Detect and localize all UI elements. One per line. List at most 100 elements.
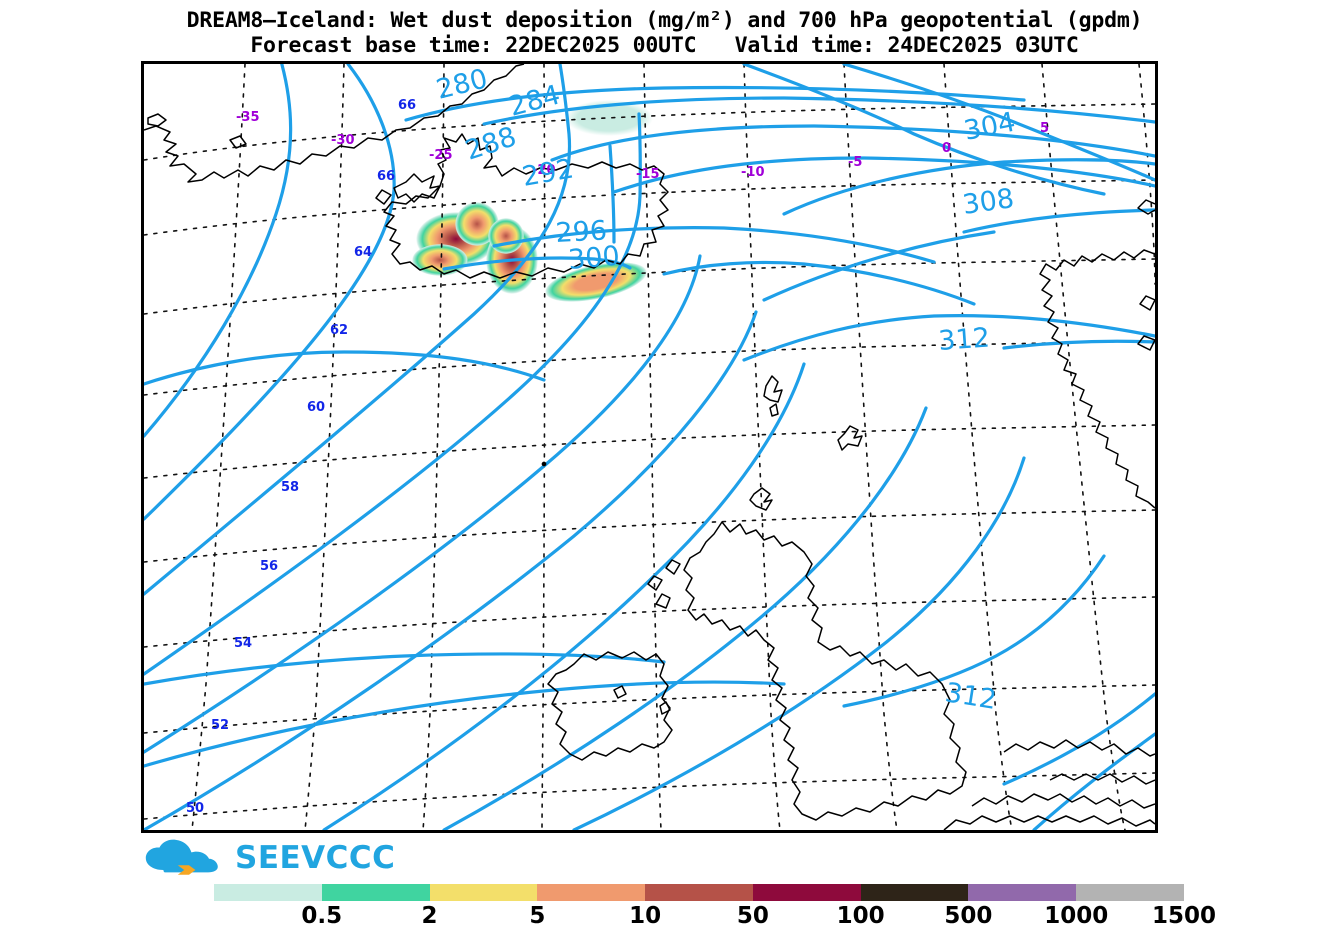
geopotential-contours [144,64,1155,830]
colorbar-segment-2 [429,884,538,901]
latitude-label-9: 50 [186,801,204,816]
colorbar-tick-labels: 0.5 2 5 10 50 100 500 1000 1500 [214,901,1216,931]
contour-308-left [572,456,1026,830]
greenland-coastline [144,64,525,183]
norway-island-1 [1139,295,1155,311]
colorbar-segment-3 [537,884,646,901]
shetland-south [769,403,779,417]
contour-300-right [842,64,1155,182]
geopotential-label-4: 296 [555,215,608,249]
contour-316 [1002,692,1155,786]
colorbar-label-8: 1500 [1151,903,1217,929]
colorbar-segment-4 [645,884,753,901]
contour-296-left [144,310,758,830]
contour-280 [144,64,396,521]
contour-300-ne [742,64,1106,196]
longitude-label-7: 0 [942,141,951,156]
greenland-island-2 [229,135,247,149]
greenland-island [147,113,167,127]
deposition-cluster-west-lobe [455,202,499,246]
cloud-arrow-logo-icon [145,839,218,875]
longitude-label-8: 5 [1040,121,1049,136]
longitude-label-2: -25 [429,148,453,163]
contour-296-branch [608,144,616,244]
geopotential-label-7: 308 [961,183,1016,221]
page-title: DREAM8—Iceland: Wet dust deposition (mg/… [186,8,1143,33]
colorbar-segment-1 [321,884,430,901]
belgium-netherlands-coast [1049,773,1155,785]
france-coast [943,815,1155,830]
colorbar-label-4: 50 [736,903,769,929]
colorbar-swatches [214,884,1185,901]
map-panel: 66 66 64 62 60 58 56 54 52 50 -35 -30 -25 -20 -15 -10-… [141,61,1158,833]
hebrides-island-1 [665,559,681,575]
forecast-time-subtitle: Forecast base time: 22DEC2025 00UTC Vali… [250,33,1079,58]
contour-312-upper [742,314,1155,362]
contour-308-nw [144,350,546,386]
deposition-cluster-east [545,262,647,302]
colorbar-label-6: 500 [944,903,993,929]
colorbar-label-1: 2 [421,903,438,929]
deposition-cluster-central-north [488,218,524,254]
contour-304-left [442,406,928,830]
norway-north-island [1137,199,1155,215]
latitude-labels-group: 66 66 64 62 60 58 56 54 52 50 [186,98,416,816]
geopotential-label-5: 300 [567,241,621,276]
contour-316-corner [1032,732,1155,830]
isle-of-man [659,701,671,715]
contour-308-right [962,208,1155,234]
colorbar-label-2: 5 [529,903,546,929]
contour-296-seg [492,226,936,264]
longitude-label-0: -35 [236,110,260,125]
latitude-label-1: 66 [377,169,395,184]
latitude-label-5: 58 [281,480,299,495]
colorbar: 0.5 2 5 10 50 100 500 1000 1500 [214,884,1216,931]
hebrides-island-3 [655,593,671,609]
contour-312-lower [842,554,1106,708]
iceland-coastline [383,133,669,279]
coastlines [144,64,1155,830]
iceland-west-cape [375,189,392,205]
contour-280-upper [404,85,1026,122]
contour-304-lower [782,158,1155,216]
hebrides-island-2 [647,575,663,591]
channel-coast-north [971,793,1155,809]
seevccc-logo: SEEVCCC [141,836,395,880]
contour-292 [612,156,1155,194]
iceland-westfjords [393,173,441,203]
ocean-marker-dot [541,461,547,467]
latitude-label-0: 66 [398,98,416,113]
geopotential-label-8: 312 [937,322,991,357]
colorbar-label-0: 0.5 [301,903,343,929]
ireland-coastline [547,651,673,761]
colorbar-label-5: 100 [836,903,885,929]
faroe-islands [837,425,863,451]
colorbar-label-3: 10 [629,903,662,929]
longitude-labels-group: -35 -30 -25 -20 -15 -10 -5 0 5 [236,110,1049,182]
latitude-label-8: 52 [211,718,229,733]
logo-text: SEEVCCC [235,839,396,876]
contour-292-left [144,254,702,754]
latitude-label-2: 64 [354,245,372,260]
ireland-lough [613,685,627,699]
longitude-label-5: -10 [741,165,765,180]
latitude-label-6: 56 [260,559,278,574]
norway-coastline [1039,249,1155,509]
contour-300-left [322,362,806,830]
great-britain-coastline [683,521,967,821]
colorbar-segment-5 [752,884,861,901]
longitude-label-1: -30 [331,133,355,148]
longitude-label-4: -15 [636,167,660,182]
colorbar-segment-7 [968,884,1077,901]
contour-300 [662,260,976,306]
contour-276 [144,64,293,438]
contour-312-sw [144,652,666,686]
contour-312-lower-left [144,680,786,768]
shetland-islands [763,375,783,403]
contour-312-upper-right [1002,339,1155,350]
colorbar-segment-8 [1076,884,1185,901]
contour-284 [482,96,1155,126]
colorbar-label-7: 1000 [1044,903,1109,929]
latitude-label-3: 62 [330,323,348,338]
